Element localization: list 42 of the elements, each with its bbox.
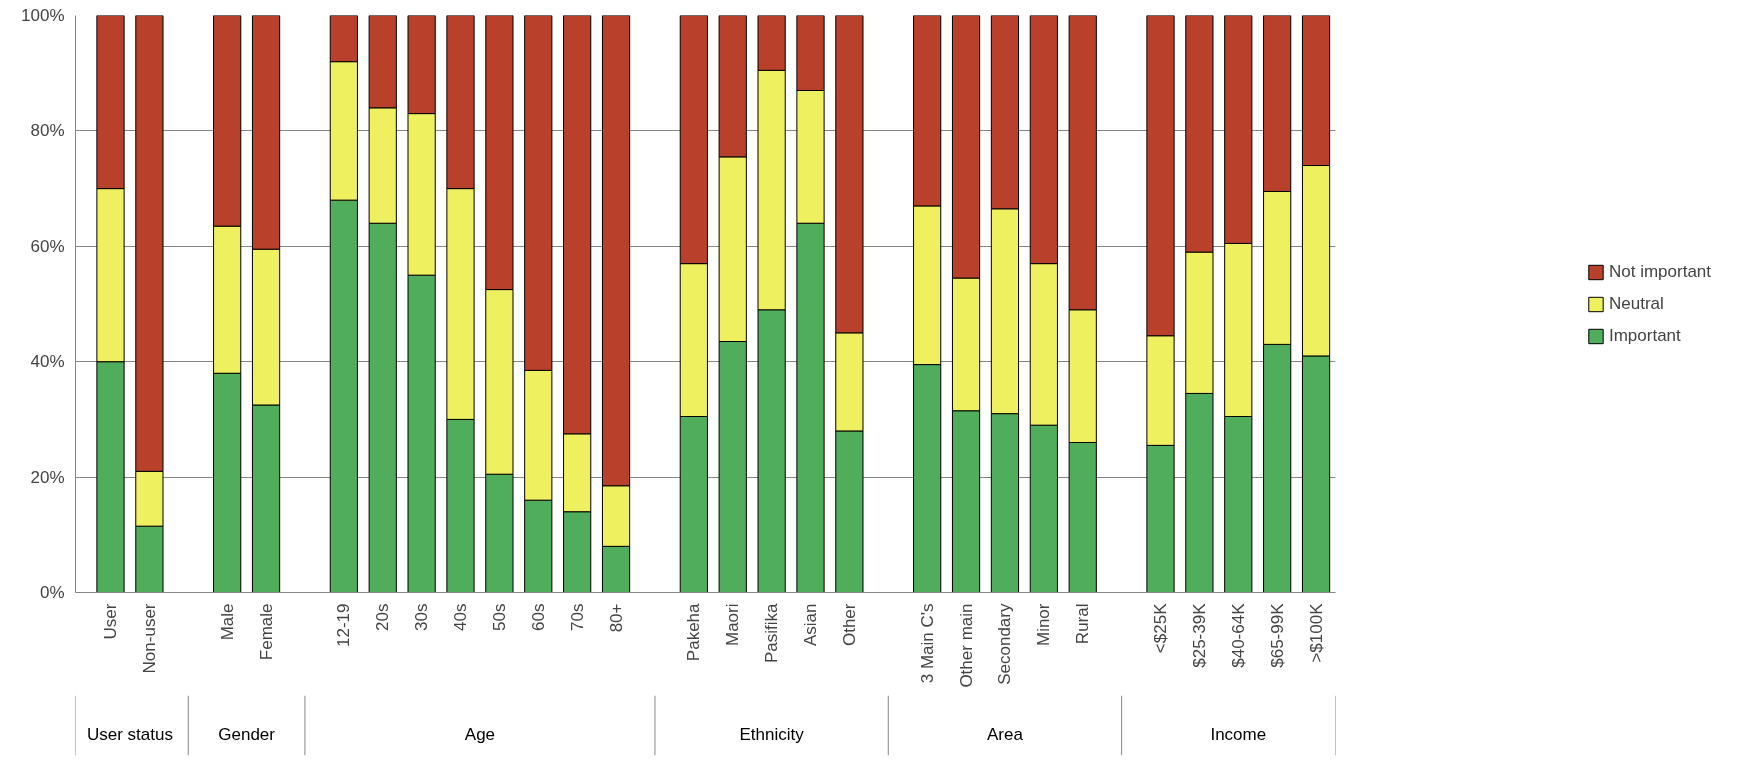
y-tick-label: 40% [30,352,65,372]
x-tick-label: 40s [451,603,470,631]
text: Gender [218,725,276,744]
legend-label: Neutral [1608,293,1664,314]
x-tick-label: 3 Main C's [917,603,937,684]
x-tick-label: Other main [956,603,976,688]
x-tick-label: $65-99K [1267,602,1287,668]
x-tick-label: 30s [412,603,432,631]
x-tick-label: User [101,603,120,640]
y-tick-label: 0% [39,583,65,602]
x-tick-label: Pasifika [762,602,782,664]
x-tick-label: Secondary [995,603,1015,685]
x-tick-label: $40-64K [1228,602,1248,668]
text: Ethnicity [739,725,805,744]
legend-label: Not important [1608,261,1712,282]
text: User status [86,725,173,744]
x-tick-label: Maori [723,603,743,647]
x-tick-label: Other [839,603,859,647]
x-tick-label: 20s [373,603,393,631]
text: Age [464,725,496,744]
x-tick-label: Female [256,603,276,661]
y-tick-label: 20% [30,467,65,487]
x-tick-label: 80+ [606,603,626,633]
x-tick-label: Pakeha [684,602,704,662]
text: Area [986,725,1024,744]
x-tick-label: Non-user [139,603,159,674]
x-tick-label: 12-19 [334,603,354,647]
x-tick-label: >$100K [1306,602,1326,663]
x-tick-label: Minor [1034,603,1054,647]
x-tick-label: 60s [528,603,548,631]
x-tick-label: 70s [567,603,587,631]
x-tick-label: 50s [489,603,509,631]
x-tick-label: Rural [1073,603,1093,645]
y-tick-label: 100% [21,6,65,25]
x-tick-label: <$25K [1151,602,1170,654]
legend-label: Important [1608,325,1681,346]
y-tick-label: 60% [30,236,65,256]
y-tick-label: 80% [30,121,65,141]
x-tick-label: Asian [801,603,820,647]
x-tick-label: Male [217,603,237,641]
text: Income [1210,725,1267,744]
x-tick-label: $25-39K [1189,602,1209,668]
